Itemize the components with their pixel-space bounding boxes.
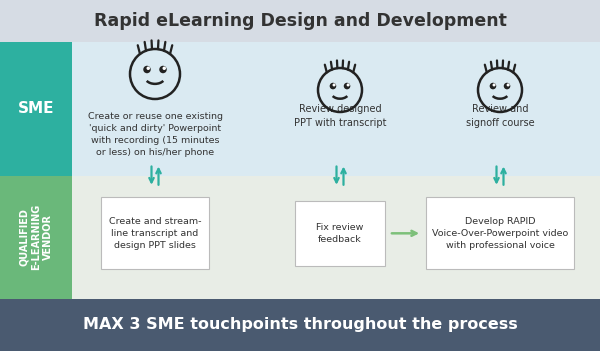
Circle shape (504, 83, 511, 90)
Circle shape (329, 83, 336, 90)
Bar (0, 299, 600, 351)
Text: Rapid eLearning Design and Development: Rapid eLearning Design and Development (94, 12, 506, 30)
Circle shape (347, 84, 350, 86)
Bar (101, 197, 209, 269)
Bar (426, 197, 574, 269)
Bar (295, 201, 385, 266)
Text: Create and stream-
line transcript and
design PPT slides: Create and stream- line transcript and d… (109, 217, 201, 250)
Text: QUALIFIED
E-LEARNING
VENDOR: QUALIFIED E-LEARNING VENDOR (19, 204, 53, 270)
Circle shape (490, 83, 496, 90)
Circle shape (163, 66, 166, 70)
Text: Fix review
feedback: Fix review feedback (316, 223, 364, 244)
Circle shape (344, 83, 350, 90)
Circle shape (159, 66, 167, 73)
Circle shape (143, 66, 151, 73)
Text: MAX 3 SME touchpoints throughout the process: MAX 3 SME touchpoints throughout the pro… (83, 318, 517, 332)
Bar (0, 42, 72, 176)
Text: Review designed
PPT with transcript: Review designed PPT with transcript (294, 104, 386, 128)
Text: Develop RAPID
Voice-Over-Powerpoint video
with professional voice: Develop RAPID Voice-Over-Powerpoint vide… (432, 217, 568, 250)
Text: Create or reuse one existing
'quick and dirty' Powerpoint
with recording (15 min: Create or reuse one existing 'quick and … (88, 112, 223, 158)
Circle shape (506, 84, 509, 86)
Bar (72, 42, 600, 176)
Circle shape (146, 66, 150, 70)
Text: Review and
signoff course: Review and signoff course (466, 104, 535, 128)
Circle shape (493, 84, 496, 86)
Text: SME: SME (18, 101, 54, 116)
Bar (0, 0, 600, 42)
Bar (0, 176, 72, 299)
Bar (72, 176, 600, 299)
Circle shape (332, 84, 335, 86)
